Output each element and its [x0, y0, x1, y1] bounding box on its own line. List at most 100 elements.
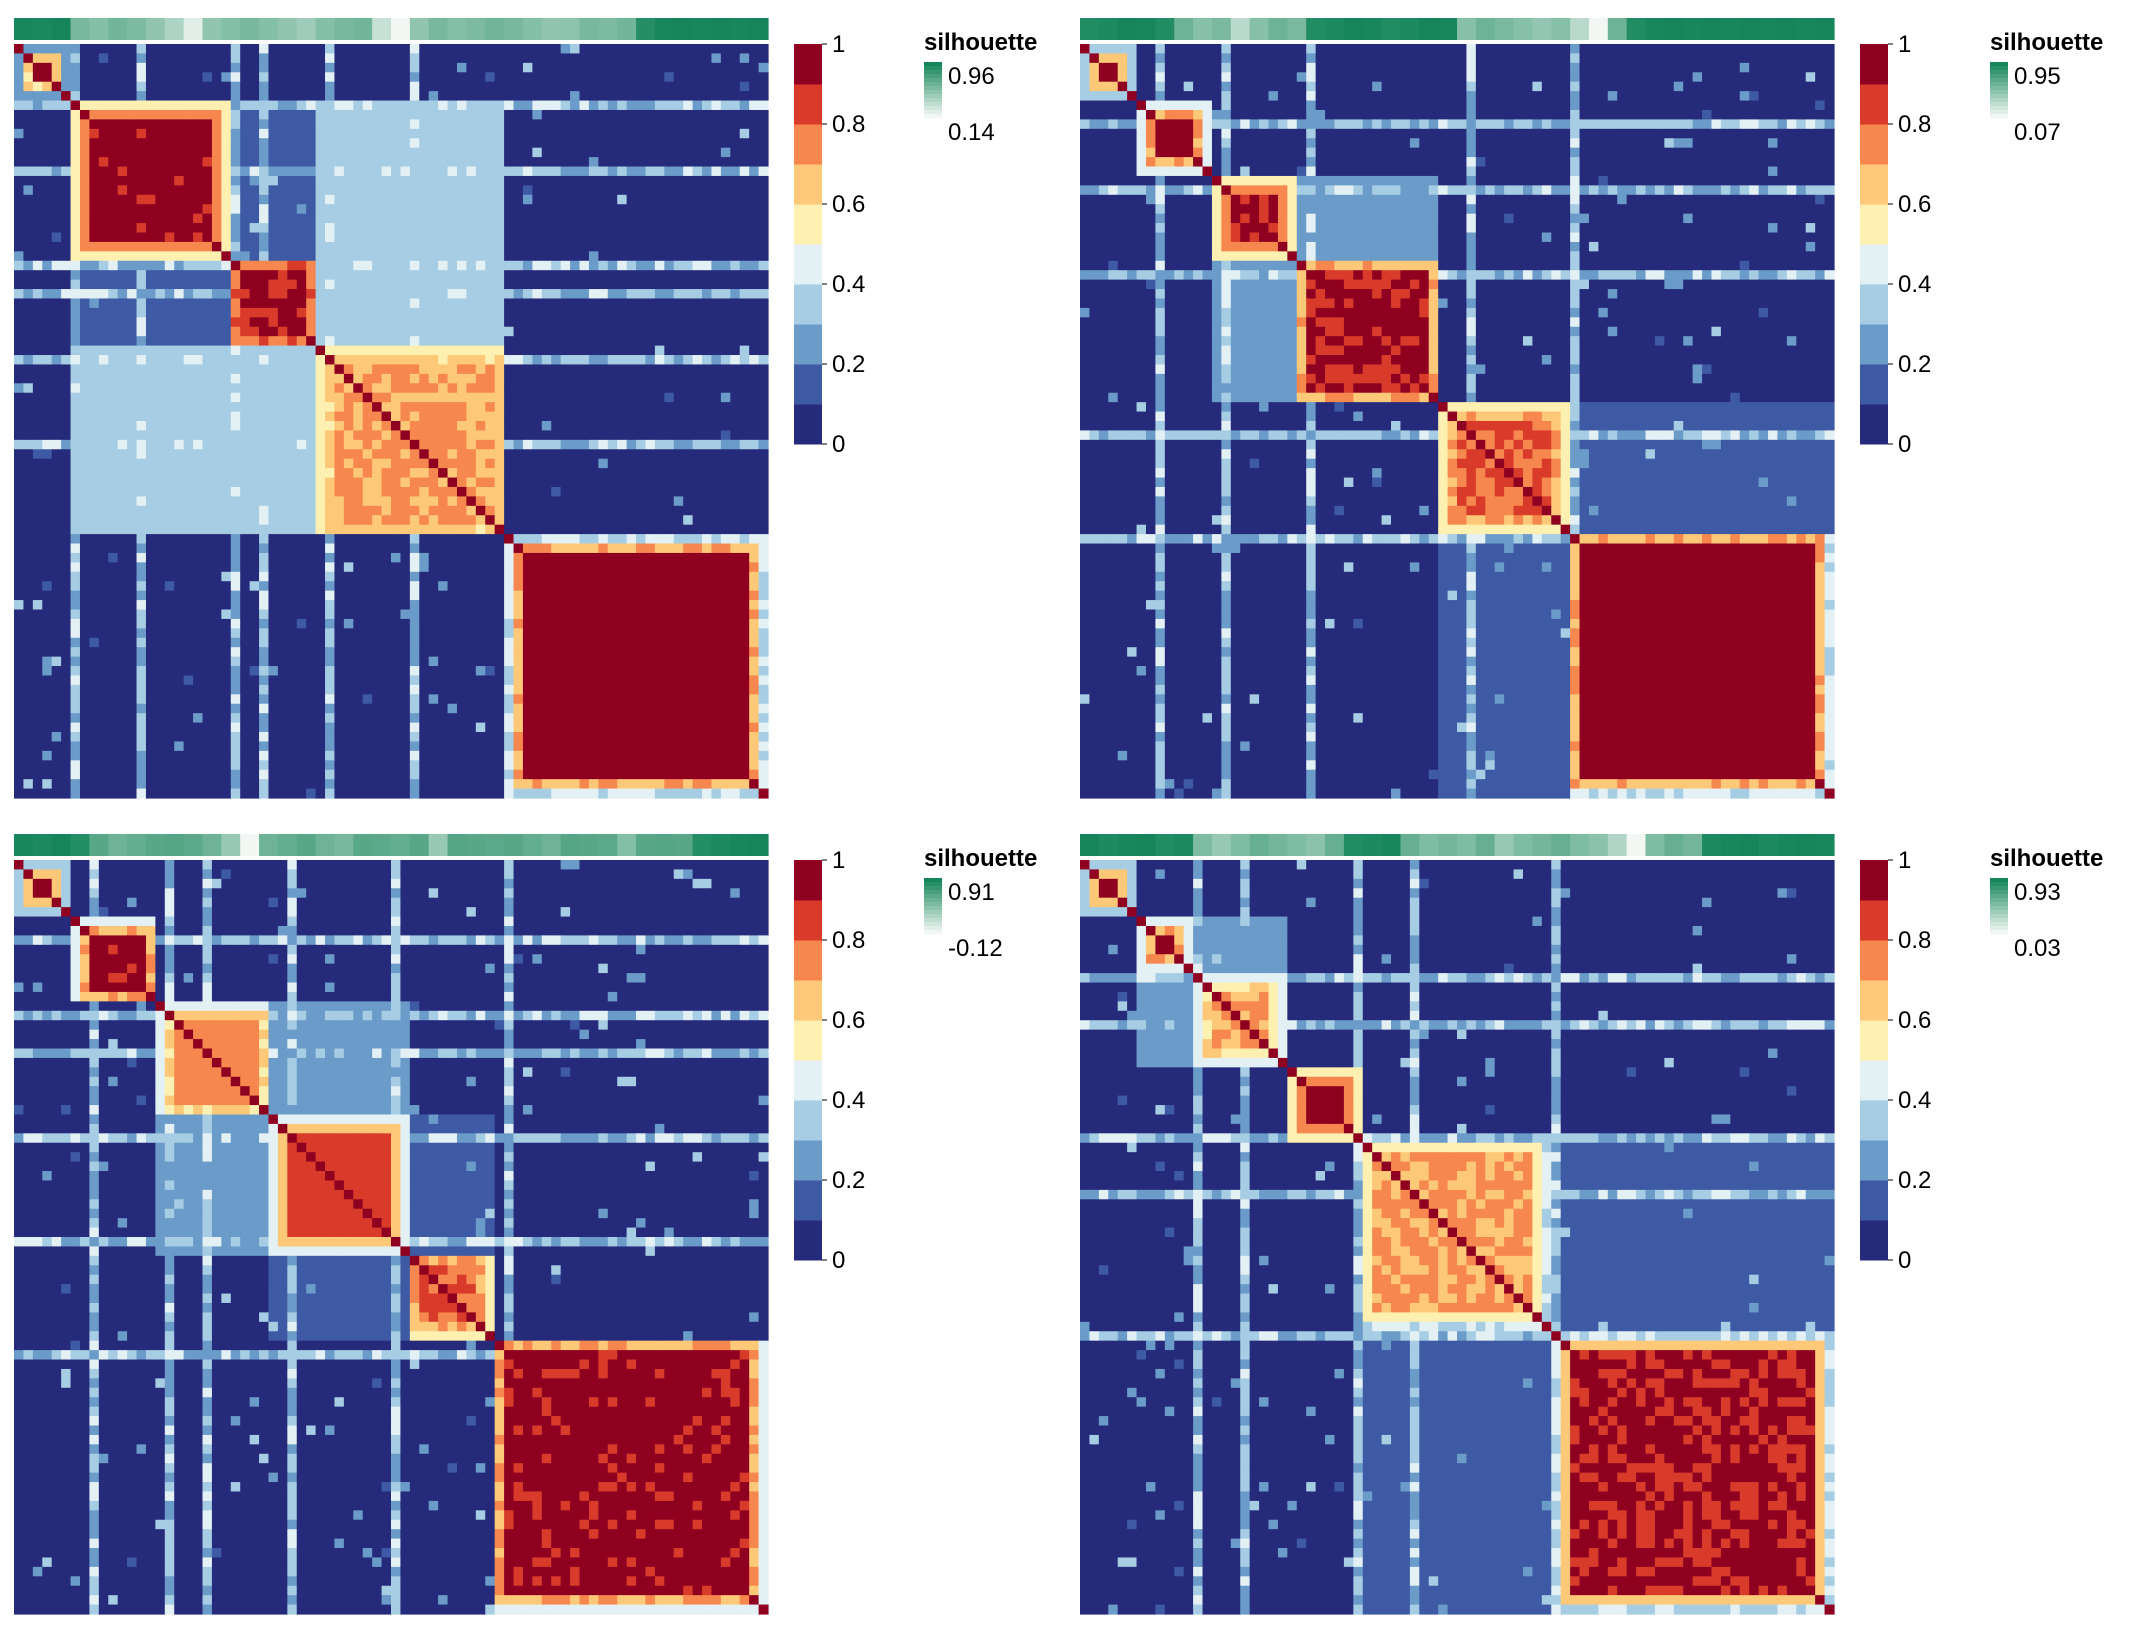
heatmap-cell [51, 317, 62, 328]
heatmap-cell [626, 279, 637, 290]
heatmap-cell [636, 534, 647, 545]
heatmap-cell [211, 44, 222, 55]
heatmap-cell [193, 91, 204, 102]
heatmap-cell [61, 515, 72, 526]
heatmap-cell [711, 609, 722, 620]
heatmap-cell [98, 355, 109, 366]
heatmap-cell [588, 345, 599, 356]
heatmap-cell [664, 364, 675, 375]
heatmap-cell [89, 213, 100, 224]
heatmap-cell [513, 543, 524, 554]
heatmap-cell [174, 609, 185, 620]
heatmap-cell [683, 373, 694, 384]
heatmap-cell [466, 590, 477, 601]
heatmap-cell [711, 72, 722, 83]
heatmap-cell [730, 260, 741, 271]
heatmap-cell [579, 279, 590, 290]
heatmap-cell [758, 72, 769, 83]
heatmap-cell [692, 477, 703, 488]
heatmap-cell [362, 175, 373, 186]
heatmap-cell [287, 166, 298, 177]
heatmap-cell [268, 496, 279, 507]
heatmap-cell [504, 486, 515, 497]
heatmap-cell [456, 194, 467, 205]
heatmap-cell [183, 166, 194, 177]
heatmap-cell [730, 468, 741, 479]
heatmap-cell [711, 204, 722, 215]
heatmap-cell [221, 279, 232, 290]
heatmap-cell [456, 590, 467, 601]
heatmap-cell [456, 505, 467, 516]
heatmap-cell [400, 411, 411, 422]
heatmap-cell [70, 91, 81, 102]
heatmap-cell [409, 62, 420, 73]
heatmap-cell [758, 355, 769, 366]
heatmap-cell [334, 326, 345, 337]
heatmap-cell [259, 552, 270, 563]
heatmap-cell [570, 289, 581, 300]
heatmap-cell [739, 524, 750, 535]
heatmap-cell [570, 62, 581, 73]
heatmap-cell [541, 430, 552, 441]
heatmap-cell [353, 91, 364, 102]
heatmap-cell [409, 496, 420, 507]
heatmap-cell [692, 524, 703, 535]
heatmap-cell [372, 166, 383, 177]
heatmap-cell [23, 62, 34, 73]
heatmap-cell [136, 91, 147, 102]
heatmap-cell [645, 185, 656, 196]
heatmap-cell [645, 260, 656, 271]
heatmap-cell [541, 138, 552, 149]
heatmap-cell [617, 402, 628, 413]
heatmap-cell [14, 138, 25, 149]
heatmap-cell [79, 477, 90, 488]
heatmap-cell [626, 336, 637, 347]
heatmap-cell [79, 562, 90, 573]
heatmap-cell [438, 392, 449, 403]
heatmap-cell [42, 449, 53, 460]
heatmap-cell [456, 223, 467, 234]
heatmap-cell [211, 421, 222, 432]
heatmap-cell [720, 468, 731, 479]
heatmap-cell [240, 166, 251, 177]
heatmap-cell [400, 223, 411, 234]
heatmap-cell [551, 364, 562, 375]
heatmap-cell [702, 496, 713, 507]
heatmap-cell [117, 213, 128, 224]
heatmap-cell [79, 411, 90, 422]
heatmap-cell [513, 524, 524, 535]
heatmap-cell [259, 138, 270, 149]
heatmap-cell [579, 355, 590, 366]
heatmap-cell [664, 81, 675, 92]
heatmap-cell [588, 223, 599, 234]
heatmap-cell [391, 430, 402, 441]
heatmap-cell [541, 552, 552, 563]
heatmap-cell [32, 119, 43, 130]
heatmap-cell [315, 213, 326, 224]
heatmap-cell [61, 166, 72, 177]
heatmap-cell [14, 411, 25, 422]
heatmap-cell [211, 581, 222, 592]
heatmap-cell [240, 241, 251, 252]
heatmap-cell [193, 600, 204, 611]
heatmap-cell [730, 345, 741, 356]
heatmap-cell [174, 109, 185, 120]
heatmap-cell [174, 411, 185, 422]
heatmap-cell [14, 194, 25, 205]
heatmap-cell [353, 317, 364, 328]
heatmap-cell [70, 81, 81, 92]
heatmap-cell [268, 44, 279, 55]
heatmap-cell [692, 317, 703, 328]
heatmap-cell [683, 147, 694, 158]
heatmap-cell [485, 175, 496, 186]
heatmap-cell [645, 326, 656, 337]
heatmap-cell [645, 609, 656, 620]
heatmap-cell [343, 383, 354, 394]
heatmap-cell [654, 44, 665, 55]
heatmap-cell [636, 81, 647, 92]
heatmap-cell [570, 260, 581, 271]
heatmap-cell [551, 486, 562, 497]
heatmap-cell [485, 571, 496, 582]
heatmap-cell [155, 421, 166, 432]
heatmap-cell [494, 194, 505, 205]
